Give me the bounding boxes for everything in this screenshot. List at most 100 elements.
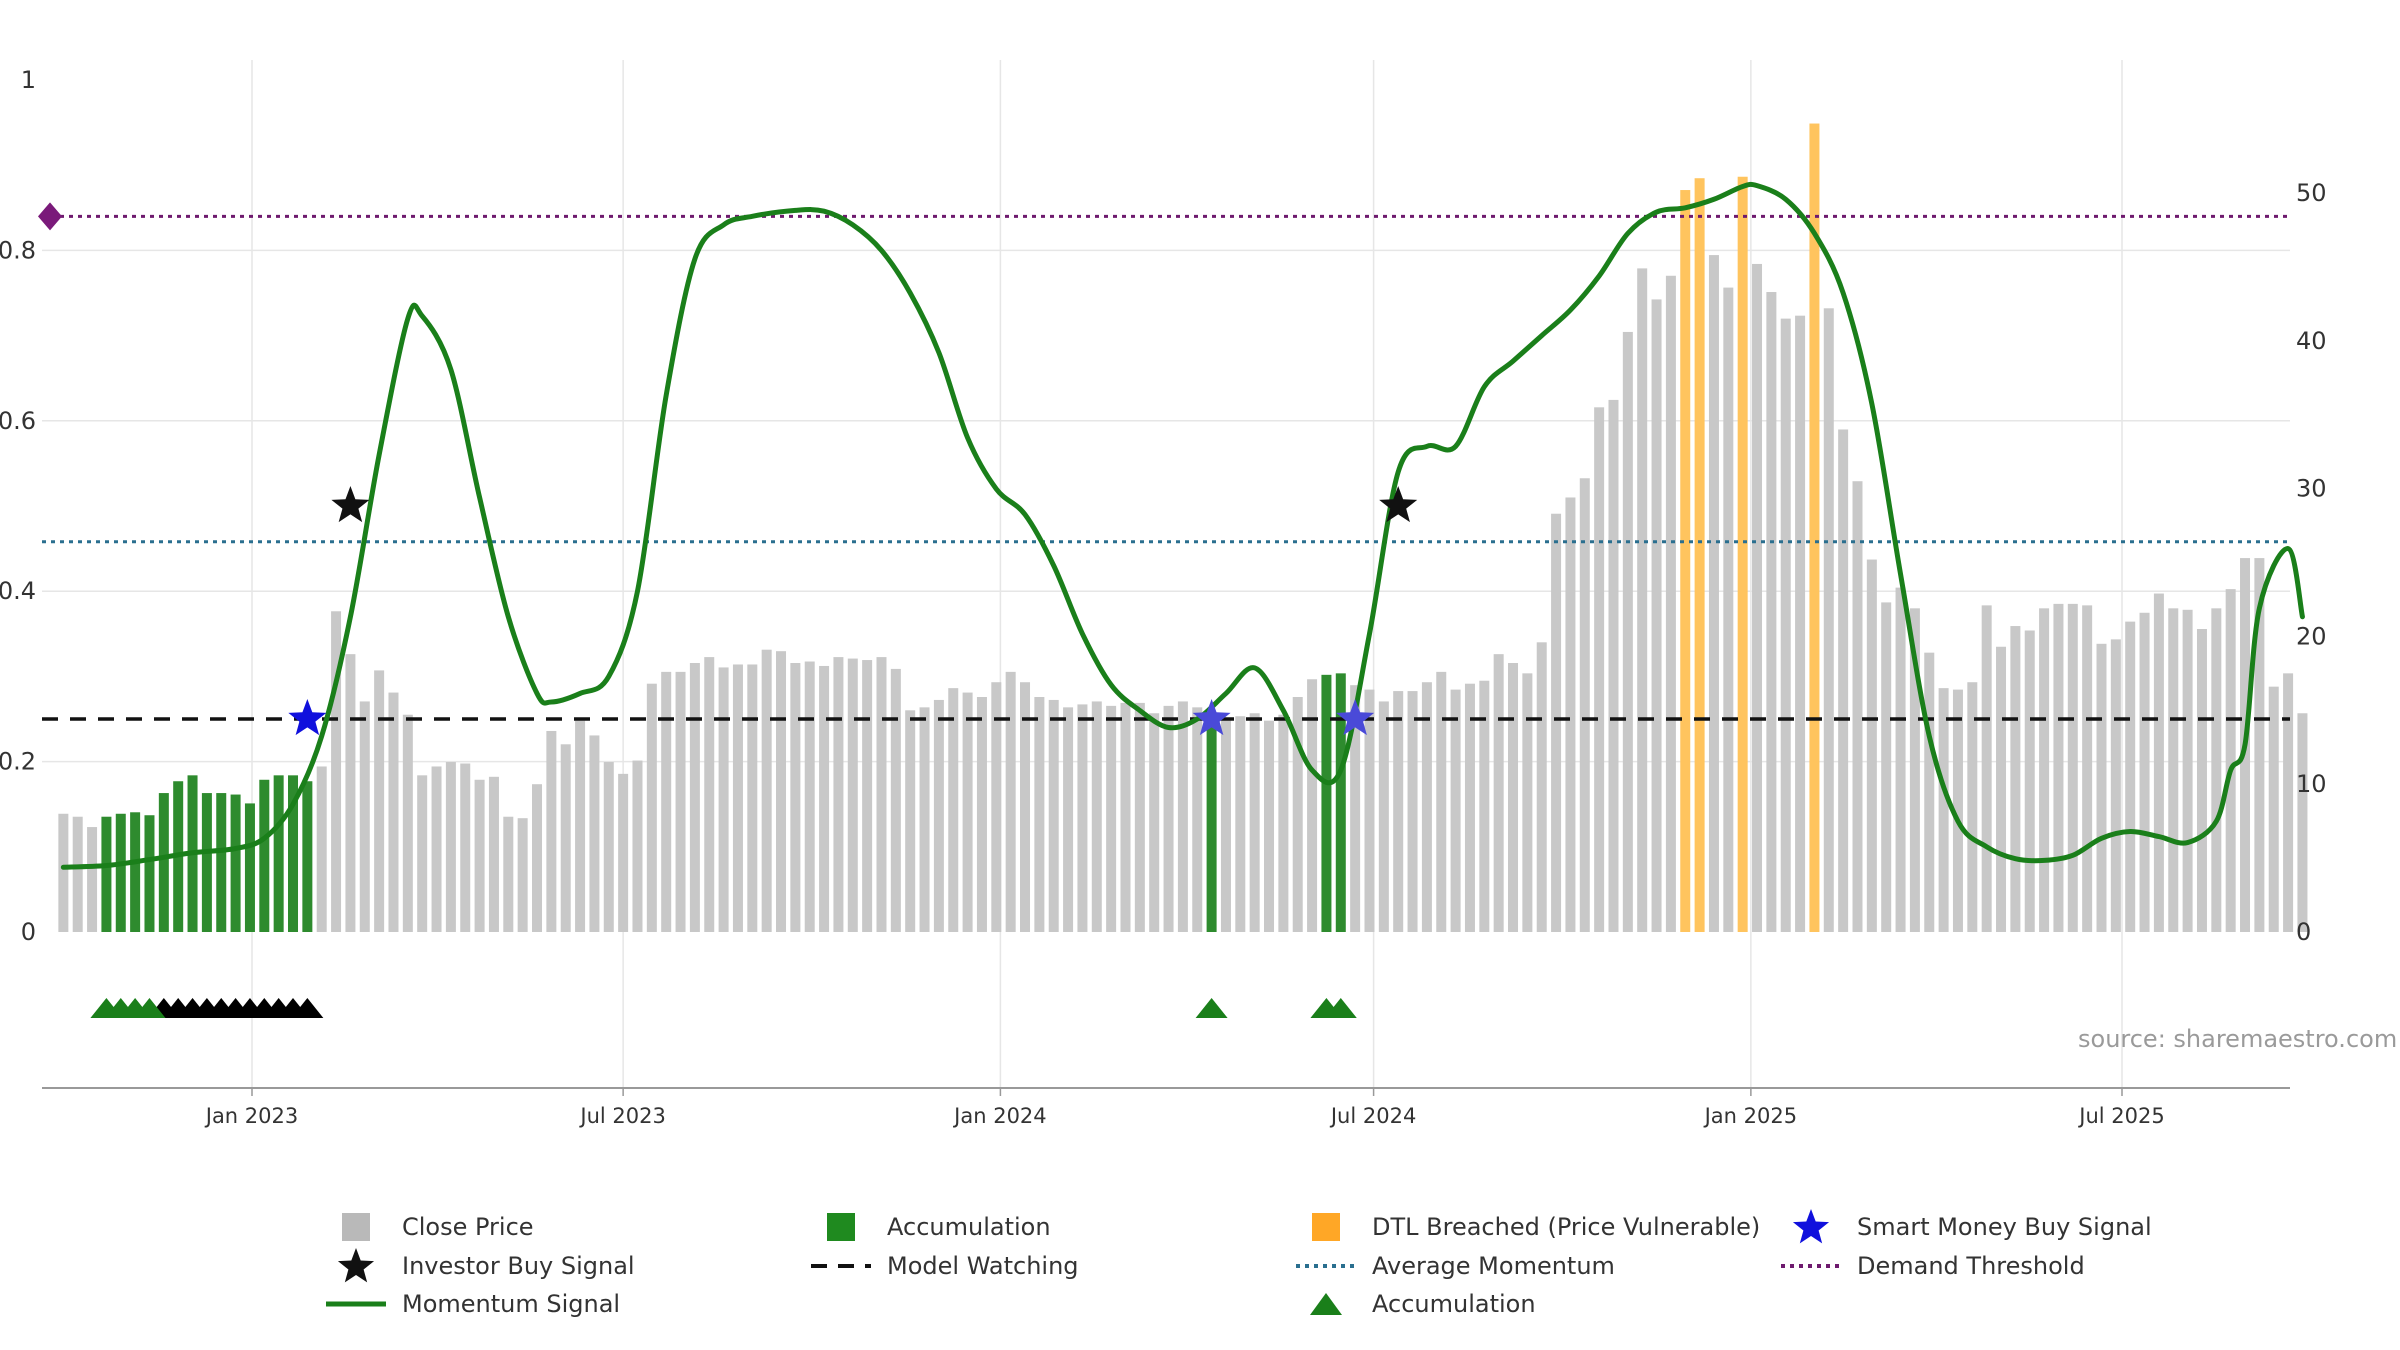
legend-item: Smart Money Buy Signal (1775, 1208, 2180, 1247)
close-price-bar (460, 763, 471, 932)
accumulation-triangle-green (1324, 998, 1357, 1018)
right-tick-label: 20 (2296, 622, 2327, 650)
close-price-bar (1048, 699, 1059, 932)
legend-symbol-star (320, 1247, 392, 1285)
accumulation-bar (273, 775, 284, 932)
right-tick-label: 40 (2296, 327, 2327, 355)
accumulation-bar (216, 793, 227, 932)
legend-symbol-triangle (1290, 1285, 1362, 1323)
close-price-bar (862, 660, 873, 932)
close-price-bar (546, 730, 557, 932)
x-tick-label: Jul 2025 (2077, 1104, 2164, 1128)
accumulation-bar (201, 793, 212, 932)
gridlines (42, 60, 2290, 1088)
close-price-bar (1795, 315, 1806, 932)
close-price-bar (646, 683, 657, 932)
close-price-bar (732, 664, 743, 932)
close-price-bar (933, 699, 944, 932)
left-tick-label: 0.2 (0, 748, 36, 776)
legend-item (1775, 1285, 2180, 1324)
close-price-bar (761, 649, 772, 932)
close-price-bar (2110, 639, 2121, 932)
close-price-bar (2153, 593, 2164, 932)
close-price-bar (1235, 716, 1246, 932)
close-price-bar (1063, 707, 1074, 932)
close-price-bar (747, 664, 758, 932)
legend-item: Demand Threshold (1775, 1247, 2180, 1286)
close-price-bar (1278, 714, 1289, 932)
close-price-bar (589, 735, 600, 932)
smart-money-buy-star (1336, 699, 1375, 736)
close-price-bar (847, 658, 858, 932)
close-price-bar (1938, 688, 1949, 932)
legend-label: Model Watching (887, 1251, 1079, 1280)
legend-symbol-line (320, 1285, 392, 1323)
close-price-bar (962, 692, 973, 932)
dtl-breached-bar (1680, 190, 1691, 932)
left-tick-label: 0 (21, 918, 36, 946)
close-price-bar (1838, 429, 1849, 932)
close-price-bar (2139, 612, 2150, 932)
close-price-bar (2182, 609, 2193, 932)
right-tick-label: 0 (2296, 918, 2311, 946)
close-price-bar (517, 818, 528, 932)
legend-item: Accumulation (1290, 1285, 1775, 1324)
close-price-bar (776, 651, 787, 932)
dtl-breached-bar (1694, 178, 1705, 933)
x-tick-label: Jan 2024 (952, 1104, 1047, 1128)
close-price-bar (2082, 605, 2093, 932)
close-price-bar (833, 657, 844, 932)
close-price-bar (618, 773, 629, 932)
close-price-bar (2067, 603, 2078, 932)
close-price-bar (575, 720, 586, 932)
legend-symbol-dot (1290, 1247, 1362, 1285)
close-price-bar (661, 671, 672, 932)
close-price-bar (1436, 671, 1447, 932)
close-price-bar (1091, 701, 1102, 932)
close-price-bar (1421, 682, 1432, 932)
close-price-bar (1378, 701, 1389, 932)
dtl-breached-bar (1737, 176, 1748, 932)
left-tick-label: 1 (21, 66, 36, 94)
close-price-bar (1364, 689, 1375, 932)
legend-label: Investor Buy Signal (402, 1251, 635, 1280)
reference-lines (38, 202, 2290, 721)
close-price-bars (58, 123, 2308, 933)
close-price-bar (1665, 275, 1676, 932)
axes: Jan 2023 Jul 2023 Jan 2024 Jul 2024 Jan 2025… (0, 66, 2327, 1128)
legend-item: Accumulation (805, 1208, 1290, 1247)
x-tick-label: Jan 2023 (204, 1104, 299, 1128)
close-price-bar (1536, 642, 1547, 932)
accumulation-bar (302, 781, 313, 932)
legend-symbol-dash (805, 1247, 877, 1285)
close-price-bar (431, 766, 442, 932)
close-price-bar (560, 744, 571, 932)
close-price-bar (1077, 704, 1088, 932)
close-price-bar (72, 816, 83, 932)
close-price-bar (1852, 481, 1863, 932)
legend-symbol-dot (1775, 1247, 1847, 1285)
momentum-signal-series (60, 181, 2305, 870)
accumulation-bar (1206, 713, 1217, 932)
investor-buy-star (1379, 486, 1418, 523)
close-price-bar (2024, 630, 2035, 932)
close-price-bar (1350, 685, 1361, 932)
legend-item: Close Price (320, 1208, 805, 1247)
left-tick-label: 0.8 (0, 236, 36, 264)
close-price-bar (1120, 702, 1131, 932)
close-price-bar (1565, 497, 1576, 932)
close-price-bar (1752, 263, 1763, 933)
close-price-bar (1924, 652, 1935, 932)
accumulation-bar (158, 793, 169, 932)
close-price-bar (503, 816, 514, 932)
close-price-bar (1163, 705, 1174, 932)
investor-buy-star (331, 486, 370, 523)
right-tick-label: 10 (2296, 770, 2327, 798)
legend-label: Smart Money Buy Signal (1857, 1213, 2152, 1242)
accumulation-bar (244, 803, 255, 932)
legend-label: Close Price (402, 1213, 534, 1242)
close-price-bar (819, 665, 830, 932)
close-price-bar (991, 682, 1002, 932)
accumulation-triangle-green (1195, 998, 1228, 1018)
smart-money-buy-star (288, 699, 327, 736)
